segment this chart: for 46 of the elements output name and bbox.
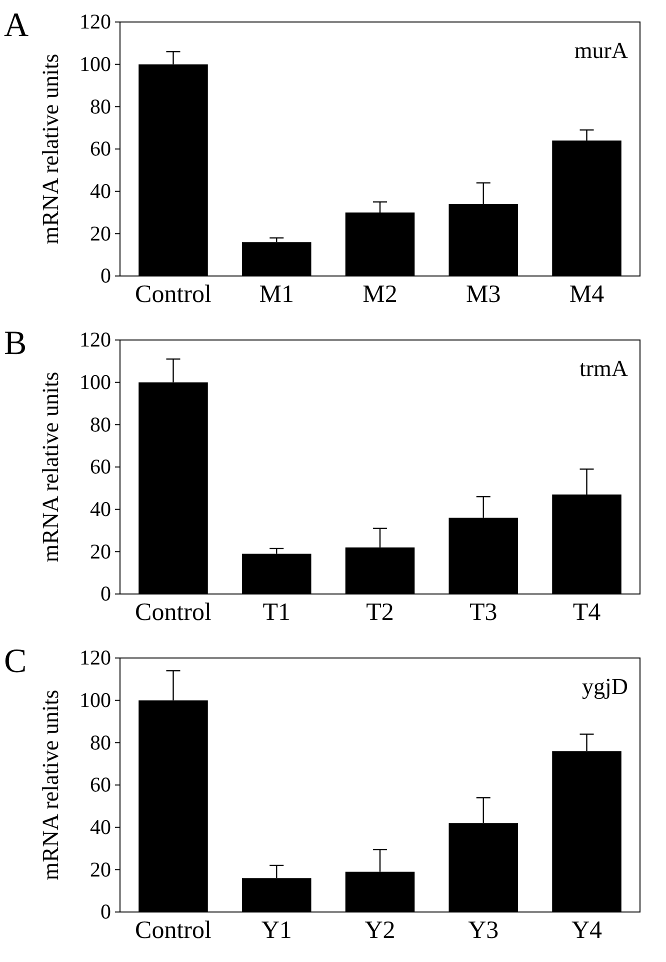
y-tick-label: 120 bbox=[80, 10, 111, 34]
y-tick-label: 60 bbox=[90, 772, 111, 797]
x-tick-label: T4 bbox=[572, 598, 602, 626]
annotation: murA bbox=[574, 38, 628, 63]
x-tick-label: T1 bbox=[262, 598, 291, 626]
y-tick-label: 40 bbox=[90, 179, 111, 204]
y-tick-label: 80 bbox=[90, 94, 111, 118]
x-tick-label: T2 bbox=[366, 598, 394, 626]
x-tick-label: Control bbox=[135, 916, 212, 944]
y-tick-label: 20 bbox=[90, 857, 111, 882]
x-tick-label: Y2 bbox=[364, 916, 396, 944]
x-tick-label: Control bbox=[135, 280, 212, 308]
annotation: trmA bbox=[579, 356, 628, 381]
annotation: ygjD bbox=[582, 674, 628, 699]
y-tick-label: 120 bbox=[80, 646, 111, 670]
y-tick-label: 80 bbox=[90, 412, 111, 436]
y-axis-title: mRNA relative units bbox=[38, 372, 63, 562]
y-tick-label: 60 bbox=[90, 454, 111, 479]
x-tick-label: M4 bbox=[569, 280, 605, 308]
x-tick-label: T3 bbox=[469, 598, 498, 626]
chart-title: B bbox=[4, 325, 27, 362]
y-axis-title: mRNA relative units bbox=[38, 54, 63, 244]
y-tick-label: 100 bbox=[80, 52, 111, 76]
y-tick-label: 40 bbox=[90, 815, 111, 840]
y-tick-label: 100 bbox=[80, 688, 111, 712]
y-tick-label: 0 bbox=[100, 264, 111, 288]
x-tick-label: M3 bbox=[466, 280, 501, 308]
y-tick-label: 0 bbox=[100, 900, 111, 924]
x-tick-label: M2 bbox=[362, 280, 398, 308]
y-tick-label: 20 bbox=[90, 221, 111, 246]
x-tick-label: Y3 bbox=[468, 916, 499, 944]
y-tick-label: 80 bbox=[90, 730, 111, 754]
y-axis-title: mRNA relative units bbox=[38, 690, 63, 880]
y-tick-label: 100 bbox=[80, 370, 111, 394]
bar bbox=[242, 242, 312, 276]
x-tick-label: Y4 bbox=[571, 916, 603, 944]
chart-title: A bbox=[4, 7, 29, 44]
x-tick-label: M1 bbox=[259, 280, 294, 308]
x-tick-label: Y1 bbox=[261, 916, 292, 944]
y-tick-label: 40 bbox=[90, 497, 111, 522]
x-tick-label: Control bbox=[135, 598, 212, 626]
y-tick-label: 20 bbox=[90, 539, 111, 564]
y-tick-label: 60 bbox=[90, 136, 111, 161]
chart-title: C bbox=[4, 643, 27, 680]
y-tick-label: 0 bbox=[100, 582, 111, 606]
y-tick-label: 120 bbox=[80, 328, 111, 352]
